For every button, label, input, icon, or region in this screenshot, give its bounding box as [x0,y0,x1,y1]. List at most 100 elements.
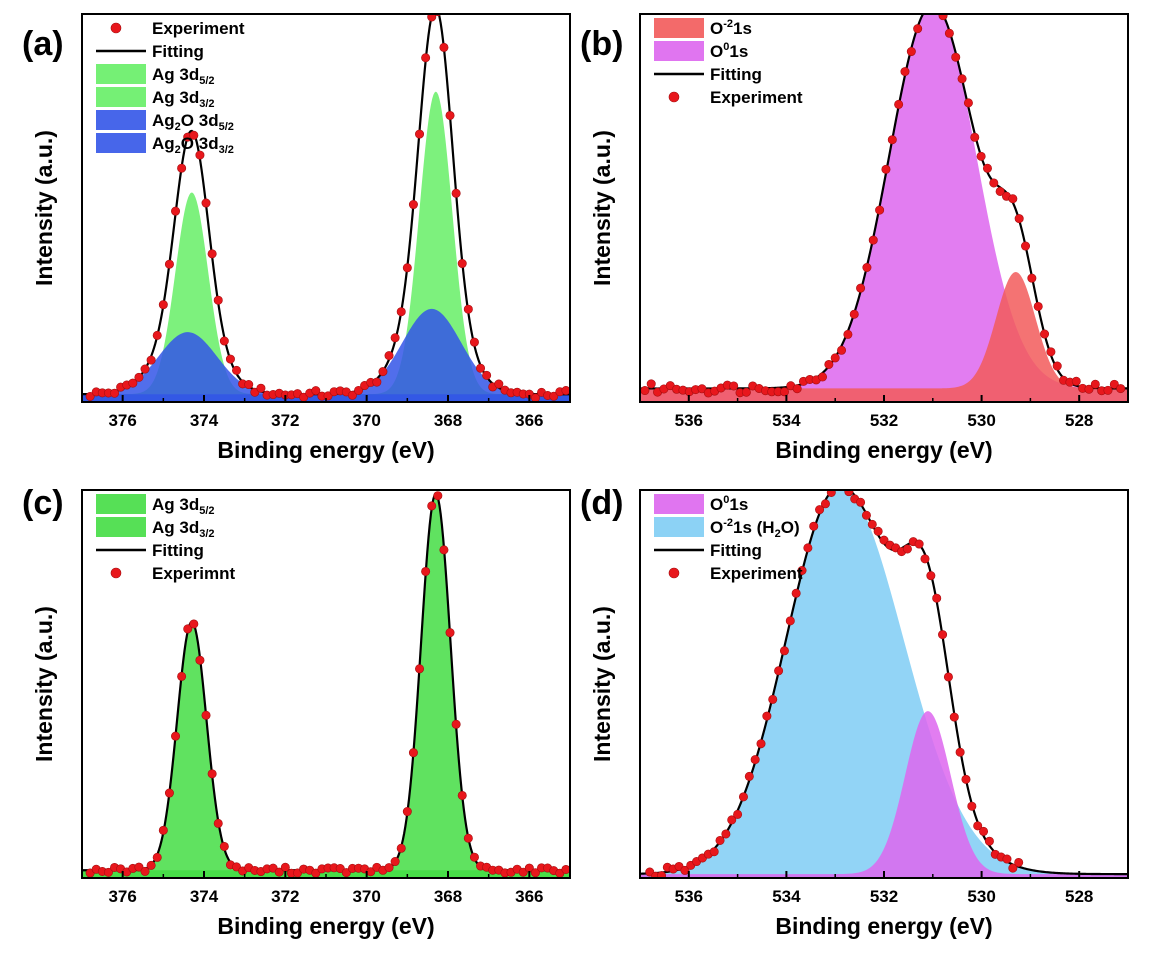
x-tick-label: 366 [515,411,543,430]
legend-label: Ag 3d5/2​ [152,65,215,87]
experiment-point [1071,376,1081,386]
experiment-point [232,365,242,375]
legend-label: Ag2​O 3d5/2​ [152,111,234,133]
experiment-point [756,739,766,749]
experiment-point [824,359,834,369]
experiment-point [177,163,187,173]
experiment-point [862,262,872,272]
legend-label: Ag2​O 3d3/2​ [152,134,234,156]
experiment-point [408,200,418,210]
legend-item: Experiment [668,88,803,107]
experiment-point [984,836,994,846]
x-tick-label: 372 [271,887,299,906]
legend-item: O-2​1s (H2​O) [654,517,800,540]
experiment-point [818,372,828,382]
experiment-point [561,386,570,396]
experiment-point [427,14,437,22]
legend-label: O-2​1s [710,18,752,38]
experiment-point [894,99,904,109]
experiment-point [856,497,866,507]
experiment-point [809,521,819,531]
legend-marker [110,567,122,579]
experiment-point [177,671,187,681]
y-axis-title: Intensity (a.u.) [31,606,57,762]
experiment-point [378,367,388,377]
legend-swatch [96,110,146,130]
experiment-point [463,833,473,843]
experiment-point [152,330,162,340]
experiment-point [134,372,144,382]
experiment-point [396,307,406,317]
experiment-point [914,539,924,549]
experiment-point [729,381,739,391]
x-tick-label: 370 [352,411,380,430]
experiment-point [439,42,449,52]
x-tick-label: 366 [515,887,543,906]
experiment-point [1090,379,1100,389]
experiment-point [902,544,912,554]
experiment-point [1014,857,1024,867]
legend-label: O0​1s [710,41,748,61]
experiment-point [158,825,168,835]
x-tick-label: 536 [675,411,703,430]
experiment-point [402,263,412,273]
experiment-point [445,628,455,638]
experiment-point [311,386,321,396]
legend-swatch [96,517,146,537]
experiment-point [421,566,431,576]
experiment-point [146,860,156,870]
experiment-point [347,390,357,400]
experiment-point [982,163,992,173]
experiment-point [274,867,284,877]
experiment-point [680,865,690,875]
experiment-point [476,363,486,373]
experiment-point [926,571,936,581]
experiment-point [943,672,953,682]
experiment-point [881,164,891,174]
experiment-point [906,47,916,57]
experiment-point [967,801,977,811]
x-tick-label: 528 [1065,887,1093,906]
y-axis-title: Intensity (a.u.) [589,606,615,762]
experiment-point [439,545,449,555]
experiment-point [830,353,840,363]
experiment-point [920,554,930,564]
experiment-point [970,132,980,142]
panel-a: (a) 376 374 372 370 368 366 Binding energy (eV… [22,13,571,463]
legend-item: Ag 3d5/2​ [96,494,215,517]
experiment-point [913,24,923,34]
legend-label: Fitting [710,541,762,560]
experiment-point [195,655,205,665]
legend-swatch [96,64,146,84]
legend-swatch [96,494,146,514]
x-tick-label: 534 [772,887,801,906]
experiment-point [207,769,217,779]
legend-label: Experiment [710,564,803,583]
legend-item: Ag 3d5/2​ [96,64,215,87]
component-peak-1 [640,272,1128,402]
experiment-point [887,135,897,145]
experiment-point [1021,241,1031,251]
experiment-point [979,826,989,836]
plot-area [82,14,570,402]
experiment-point [164,788,174,798]
legend-item: O0​1s [654,494,748,514]
experiment-point [861,510,871,520]
experiment-point [482,370,492,380]
panel-d: (d) 536 534 532 530 528 Binding energy (eV) In… [580,484,1129,939]
experiment-point [469,337,479,347]
experiment-point [768,694,778,704]
experiment-point [961,774,971,784]
experiment-point [164,259,174,269]
experiment-point [938,630,948,640]
experiment-point [973,821,983,831]
experiment-point [926,0,934,7]
legend-item: Fitting [654,65,762,84]
experiment-point [875,205,885,215]
experiment-point [225,354,235,364]
x-axis-title: Binding energy (eV) [775,437,992,463]
experiment-point [826,490,836,497]
experiment-point [134,862,144,872]
legend-swatch [654,517,704,537]
experiment-point [213,818,223,828]
